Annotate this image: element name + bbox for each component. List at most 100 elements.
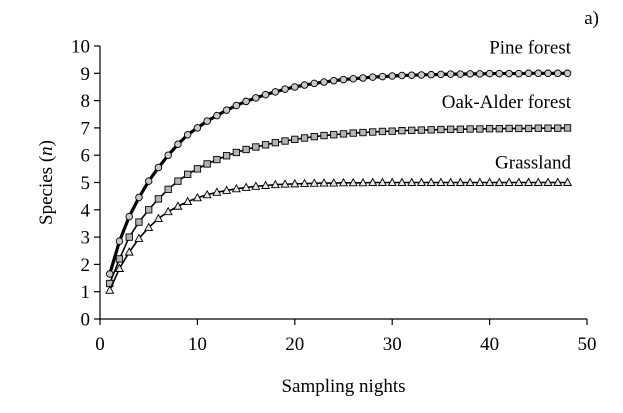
- data-point: [553, 177, 563, 186]
- data-point: [388, 127, 396, 135]
- data-point: [456, 70, 465, 78]
- data-point: [554, 124, 562, 132]
- data-point: [358, 177, 368, 187]
- data-point: [446, 125, 455, 133]
- panel-label: a): [584, 8, 599, 29]
- data-point: [485, 177, 495, 186]
- series-label: Grassland: [495, 153, 571, 174]
- x-tick-label: 20: [285, 334, 304, 355]
- data-point: [339, 75, 348, 84]
- x-tick-label: 10: [188, 334, 207, 355]
- data-point: [252, 143, 260, 151]
- series-grassland: Grassland: [105, 153, 573, 294]
- data-point: [291, 135, 299, 144]
- data-point: [232, 148, 241, 157]
- data-point: [290, 178, 300, 188]
- data-point: [359, 74, 367, 82]
- data-point: [203, 117, 211, 125]
- series-oak-alder-forest: Oak-Alder forest: [106, 92, 572, 288]
- data-point: [183, 130, 192, 139]
- data-point: [193, 124, 202, 132]
- x-tick-label: 0: [95, 334, 105, 355]
- data-point: [291, 83, 299, 91]
- data-point: [261, 141, 270, 149]
- data-point: [505, 69, 513, 78]
- data-point: [359, 128, 367, 137]
- data-point: [397, 177, 407, 186]
- data-point: [407, 71, 416, 79]
- data-point: [436, 177, 446, 186]
- y-axis-title-variable: n: [36, 146, 57, 156]
- data-point: [515, 124, 523, 133]
- data-point: [154, 195, 163, 203]
- data-point: [368, 73, 377, 81]
- data-point: [524, 177, 534, 186]
- x-tick-label: 40: [480, 334, 499, 355]
- data-point: [173, 201, 183, 210]
- data-point: [349, 75, 357, 83]
- data-point: [231, 183, 241, 193]
- data-point: [378, 127, 387, 136]
- data-point: [377, 177, 388, 186]
- data-point: [184, 170, 192, 178]
- data-point: [544, 69, 552, 78]
- data-point: [212, 187, 222, 196]
- data-point: [495, 125, 503, 133]
- data-point: [476, 125, 484, 133]
- series-pine-forest: Pine forest: [105, 37, 572, 278]
- data-point: [416, 177, 426, 186]
- data-point: [485, 69, 494, 78]
- data-point: [494, 177, 504, 186]
- data-point: [348, 177, 358, 187]
- data-point: [456, 125, 465, 133]
- data-point: [174, 140, 182, 149]
- data-point: [154, 163, 163, 172]
- y-tick-label: 6: [81, 146, 91, 167]
- y-tick-label: 5: [81, 173, 91, 194]
- x-tick-label: 30: [383, 334, 402, 355]
- data-point: [515, 69, 523, 78]
- data-point: [437, 125, 445, 134]
- data-point: [310, 79, 319, 88]
- data-point: [153, 213, 163, 222]
- y-tick-label: 1: [81, 282, 91, 303]
- series-label: Pine forest: [489, 37, 572, 58]
- data-point: [300, 134, 309, 142]
- data-point: [125, 212, 133, 221]
- data-point: [281, 85, 289, 93]
- data-point: [398, 71, 406, 80]
- data-point: [192, 192, 202, 202]
- data-point: [378, 72, 387, 81]
- data-point: [193, 165, 202, 173]
- data-point: [222, 185, 232, 194]
- data-point: [299, 178, 310, 188]
- data-point: [338, 177, 349, 187]
- data-point: [369, 128, 377, 136]
- series-layer: Pine forest Oak-Alder forest Grassland: [105, 37, 573, 294]
- y-tick-label: 7: [81, 118, 91, 139]
- y-tick-label: 4: [81, 200, 91, 221]
- data-point: [544, 124, 552, 132]
- data-point: [485, 125, 494, 133]
- x-axis-title: Sampling nights: [281, 376, 405, 397]
- data-point: [466, 70, 474, 78]
- y-tick-label: 10: [71, 37, 90, 58]
- data-point: [135, 218, 143, 226]
- data-point: [134, 233, 144, 242]
- data-point: [417, 126, 426, 134]
- data-point: [339, 130, 348, 138]
- data-point: [232, 101, 241, 110]
- data-point: [514, 177, 524, 186]
- data-point: [222, 152, 231, 160]
- y-tick-label: 9: [81, 64, 91, 85]
- data-point: [368, 177, 378, 186]
- data-point: [114, 263, 125, 272]
- data-point: [407, 177, 417, 186]
- data-point: [475, 177, 485, 186]
- data-point: [203, 160, 211, 168]
- data-point: [387, 177, 397, 186]
- data-point: [466, 125, 474, 133]
- data-point: [563, 124, 572, 132]
- data-point: [330, 131, 338, 139]
